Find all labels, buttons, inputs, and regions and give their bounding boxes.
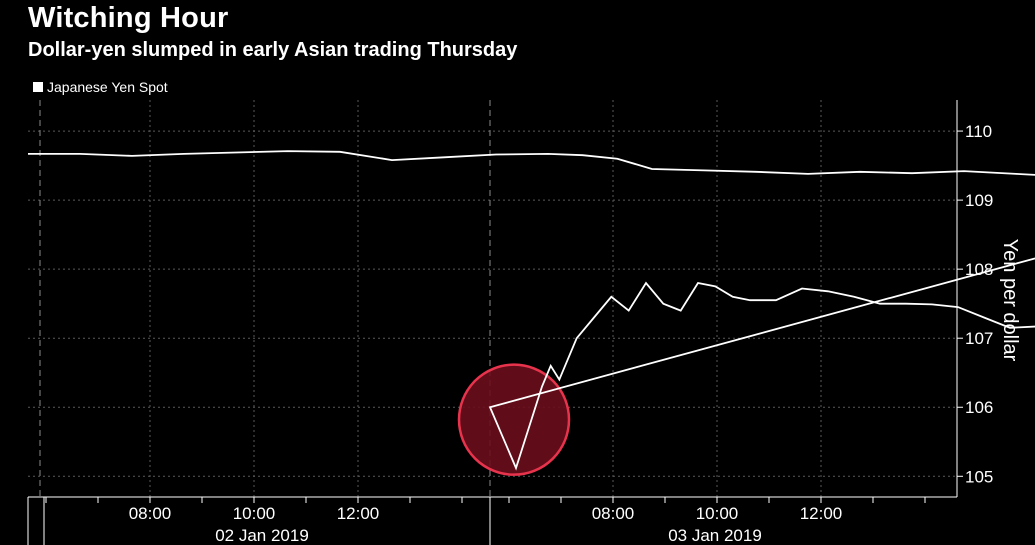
x-tick-label: 08:00 (129, 504, 172, 523)
x-tick-label: 12:00 (800, 504, 843, 523)
legend-label: Japanese Yen Spot (47, 79, 168, 95)
y-tick-label: 107 (965, 329, 993, 348)
chart-subtitle: Dollar-yen slumped in early Asian tradin… (28, 39, 518, 61)
y-tick-label: 108 (965, 260, 993, 279)
highlight-circle (457, 363, 571, 476)
axes (27, 100, 963, 545)
date-label: 02 Jan 2019 (215, 526, 309, 545)
tick-labels: 110 109 108 107 106 105 08:00 10:00 12:00 08:00 10… (129, 122, 994, 545)
x-tick-label: 10:00 (233, 504, 276, 523)
chart-legend: Japanese Yen Spot (33, 79, 168, 95)
y-axis-label: Yen per dollar (999, 239, 1021, 362)
x-tick-label: 10:00 (696, 504, 739, 523)
y-tick-label: 105 (965, 467, 993, 486)
legend-swatch (33, 82, 43, 92)
x-tick-label: 08:00 (592, 504, 635, 523)
chart-title: Witching Hour (28, 2, 229, 34)
y-tick-label: 109 (965, 191, 993, 210)
y-tick-label: 110 (965, 122, 992, 141)
series-line-japanese-yen-spot (28, 150, 1035, 471)
date-label: 03 Jan 2019 (668, 526, 762, 545)
y-tick-label: 106 (965, 398, 993, 417)
x-tick-label: 12:00 (337, 504, 380, 523)
